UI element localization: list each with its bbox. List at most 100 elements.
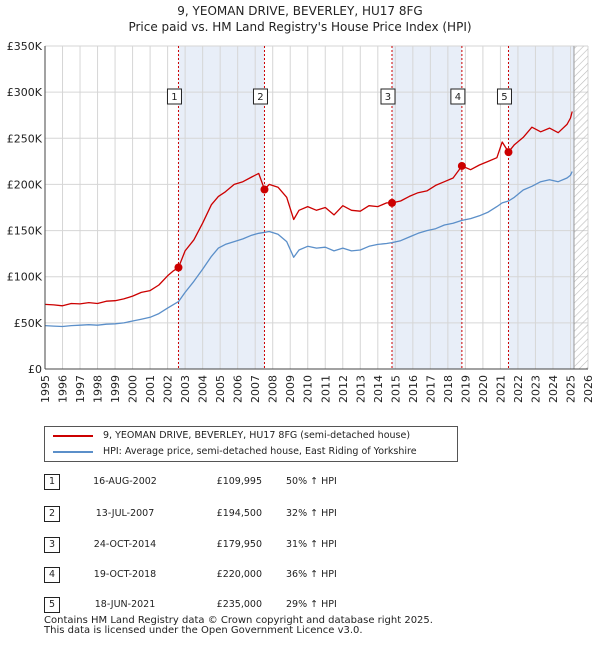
legend: 9, YEOMAN DRIVE, BEVERLEY, HU17 8FG (sem… xyxy=(44,426,458,462)
table-row: 1 16-AUG-2002 £109,995 50% ↑ HPI xyxy=(44,474,444,490)
legend-label-hpi: HPI: Average price, semi-detached house,… xyxy=(103,446,417,457)
series xyxy=(44,111,573,328)
sale-label-text: 1 xyxy=(171,92,177,103)
row-number: 2 xyxy=(44,506,60,522)
row-number: 3 xyxy=(44,537,60,553)
row-hpi: 31% ↑ HPI xyxy=(286,539,337,550)
x-tick-label: 2008 xyxy=(267,375,280,403)
x-tick-label: 2026 xyxy=(582,375,595,403)
x-tick-label: 2003 xyxy=(179,375,192,403)
row-number: 4 xyxy=(44,567,60,583)
sale-point-2 xyxy=(260,185,269,194)
x-tick-label: 2015 xyxy=(389,375,402,403)
row-hpi: 50% ↑ HPI xyxy=(286,476,337,487)
chart-subtitle: Price paid vs. HM Land Registry's House … xyxy=(128,20,472,34)
row-hpi: 32% ↑ HPI xyxy=(286,508,337,519)
sale-label-text: 3 xyxy=(385,92,391,103)
x-tick-label: 1998 xyxy=(92,375,105,403)
x-tick-label: 2007 xyxy=(249,375,262,403)
x-tick-label: 2006 xyxy=(232,375,245,403)
x-tick-label: 2018 xyxy=(442,375,455,403)
table-row: 4 19-OCT-2018 £220,000 36% ↑ HPI xyxy=(44,567,444,583)
highlight-bands xyxy=(178,46,574,369)
x-tick-label: 2024 xyxy=(547,375,560,403)
x-tick-label: 2010 xyxy=(302,375,315,403)
projection-hatch-area xyxy=(573,46,588,369)
row-date: 19-OCT-2018 xyxy=(93,569,157,580)
legend-item-price: 9, YEOMAN DRIVE, BEVERLEY, HU17 8FG (sem… xyxy=(53,429,410,443)
row-date: 18-JUN-2021 xyxy=(94,599,156,610)
legend-swatch-blue xyxy=(53,450,93,453)
highlight-band xyxy=(391,46,462,369)
sale-label-box xyxy=(252,88,268,105)
y-tick-label: £350K xyxy=(7,40,43,53)
sale-point-3 xyxy=(387,198,396,207)
table-row: 3 24-OCT-2014 £179,950 31% ↑ HPI xyxy=(44,537,444,553)
x-tick-label: 2014 xyxy=(372,375,385,403)
x-tick-label: 2025 xyxy=(564,375,577,403)
sale-label-box xyxy=(450,88,466,105)
x-tick-label: 1995 xyxy=(39,375,52,403)
x-tick-label: 2012 xyxy=(337,375,350,403)
row-price: £179,950 xyxy=(216,539,262,550)
row-price: £220,000 xyxy=(216,569,262,580)
x-tick-label: 1996 xyxy=(57,375,70,403)
footer-licence: This data is licensed under the Open Gov… xyxy=(44,625,363,636)
y-tick-label: £250K xyxy=(7,132,43,145)
footer-copyright: Contains HM Land Registry data © Crown c… xyxy=(44,615,433,626)
y-tick-label: £200K xyxy=(7,178,43,191)
row-hpi: 36% ↑ HPI xyxy=(286,569,337,580)
x-tick-label: 2000 xyxy=(127,375,140,403)
row-price: £235,000 xyxy=(216,599,262,610)
x-tick-label: 2013 xyxy=(354,375,367,403)
row-number: 5 xyxy=(44,597,60,613)
price-paid-line xyxy=(44,111,573,307)
row-date: 13-JUL-2007 xyxy=(95,508,155,519)
axes: £0 £50K £100K £150K £200K £250K £300K £350K 1995… xyxy=(7,40,595,403)
x-tick-label: 2002 xyxy=(162,375,175,403)
sale-point-5 xyxy=(504,148,513,157)
sale-markers xyxy=(174,148,513,272)
x-tick-label: 2001 xyxy=(144,375,157,403)
row-number: 1 xyxy=(44,474,60,490)
grid xyxy=(44,45,589,370)
footer: Contains HM Land Registry data © Crown c… xyxy=(44,616,433,636)
x-tick-label: 2004 xyxy=(197,375,210,403)
y-tick-label: £150K xyxy=(7,225,43,238)
sale-point-4 xyxy=(457,161,466,170)
x-tick-label: 2017 xyxy=(424,375,437,403)
x-tick-label: 2005 xyxy=(214,375,227,403)
legend-item-hpi: HPI: Average price, semi-detached house,… xyxy=(53,445,417,459)
x-tick-label: 2011 xyxy=(319,375,332,403)
y-tick-label: £50K xyxy=(14,317,43,330)
row-date: 16-AUG-2002 xyxy=(93,476,157,487)
sale-label-box xyxy=(380,88,396,105)
row-hpi: 29% ↑ HPI xyxy=(286,599,337,610)
y-tick-label: £100K xyxy=(7,271,43,284)
sale-labels: 1 2 3 4 5 xyxy=(166,88,512,105)
chart-title: 9, YEOMAN DRIVE, BEVERLEY, HU17 8FG xyxy=(177,4,423,18)
highlight-band xyxy=(178,46,265,369)
x-tick-label: 1997 xyxy=(74,375,87,403)
sale-label-box xyxy=(166,88,182,105)
sale-label-text: 4 xyxy=(455,92,461,103)
row-price: £109,995 xyxy=(216,476,262,487)
row-price: £194,500 xyxy=(216,508,262,519)
x-tick-label: 2020 xyxy=(477,375,490,403)
x-tick-label: 2016 xyxy=(407,375,420,403)
projection-hatch xyxy=(573,46,588,369)
sale-label-box xyxy=(496,88,512,105)
sale-point-1 xyxy=(174,263,183,272)
x-tick-label: 2023 xyxy=(529,375,542,403)
highlight-band xyxy=(508,46,574,369)
x-tick-label: 2022 xyxy=(512,375,525,403)
table-row: 2 13-JUL-2007 £194,500 32% ↑ HPI xyxy=(44,506,444,522)
price-chart: 1 2 3 4 5 £0 £50K £100K £150K £200K £250K £300K £35… xyxy=(7,40,595,403)
x-tick-label: 2021 xyxy=(494,375,507,403)
x-tick-label: 1999 xyxy=(109,375,122,403)
table-row: 5 18-JUN-2021 £235,000 29% ↑ HPI xyxy=(44,597,444,613)
sale-label-text: 5 xyxy=(501,92,507,103)
x-tick-label: 2009 xyxy=(284,375,297,403)
row-date: 24-OCT-2014 xyxy=(93,539,157,550)
sale-label-text: 2 xyxy=(257,92,263,103)
